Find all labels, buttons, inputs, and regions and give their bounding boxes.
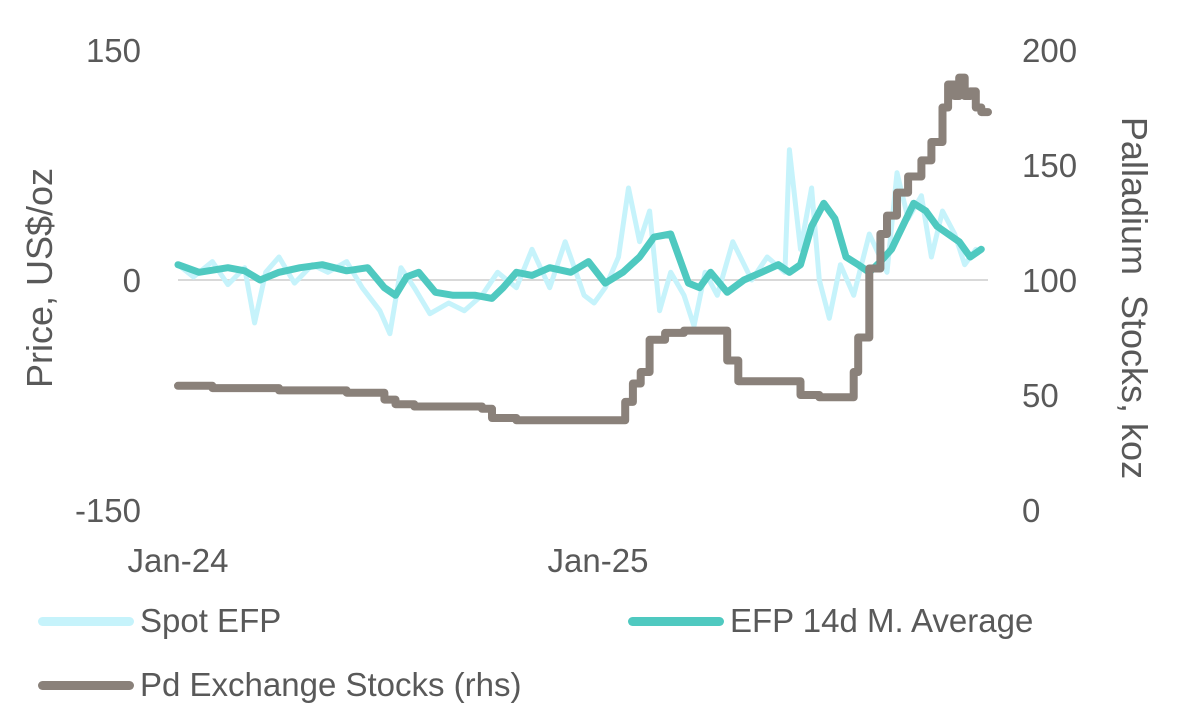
legend-item-pd-stocks: Pd Exchange Stocks (rhs) — [38, 666, 522, 704]
legend-label: Pd Exchange Stocks (rhs) — [140, 666, 522, 703]
legend-swatch — [628, 616, 724, 626]
legend-label: EFP 14d M. Average — [730, 602, 1034, 639]
series-layer — [174, 73, 992, 425]
x-tick-label: Jan-25 — [548, 542, 649, 579]
left-tick-label: -150 — [75, 492, 141, 529]
right-axis-ticks: 200 150 100 50 0 — [1022, 32, 1077, 529]
series-line-2 — [174, 73, 992, 425]
legend-label: Spot EFP — [140, 602, 282, 639]
left-tick-label: 150 — [86, 32, 141, 69]
legend-swatch — [38, 616, 134, 626]
legend-item-spot-efp: Spot EFP — [38, 602, 281, 640]
legend-item-efp-average: EFP 14d M. Average — [628, 602, 1033, 640]
right-axis-title: Palladium Stocks, koz — [1114, 117, 1155, 479]
series-line-0 — [175, 147, 979, 337]
right-tick-label: 100 — [1022, 262, 1077, 299]
legend-swatch — [38, 680, 134, 690]
right-tick-label: 50 — [1022, 377, 1059, 414]
right-tick-label: 0 — [1022, 492, 1040, 529]
left-axis-title: Price, US$/oz — [19, 168, 60, 388]
right-tick-label: 200 — [1022, 32, 1077, 69]
x-axis-ticks: Jan-24 Jan-25 — [128, 542, 649, 579]
right-tick-label: 150 — [1022, 147, 1077, 184]
left-tick-label: 0 — [123, 262, 141, 299]
x-tick-label: Jan-24 — [128, 542, 229, 579]
left-axis-ticks: 150 0 -150 — [75, 32, 141, 529]
